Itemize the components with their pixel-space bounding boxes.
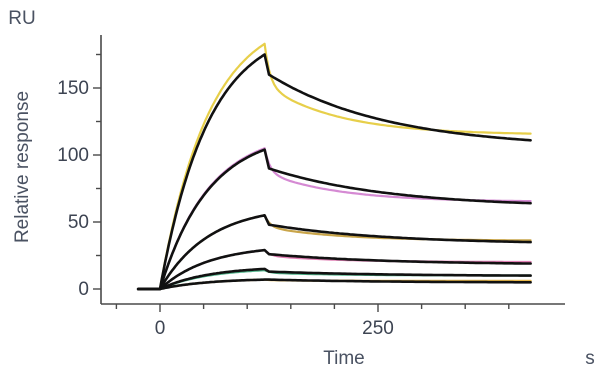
axis-ticks: 0 50 100 150 0 250 <box>57 53 510 339</box>
x-tick-label: 0 <box>155 318 166 339</box>
x-tick-label: 250 <box>362 318 394 339</box>
measured-series-2 <box>137 147 532 291</box>
y-tick-label: 50 <box>68 212 89 233</box>
y-tick-label: 100 <box>57 145 89 166</box>
measured-series-1 <box>137 42 532 291</box>
y-tick-label: 150 <box>57 78 89 99</box>
fit-curve-2 <box>136 148 532 291</box>
fit-curve-4 <box>136 248 532 291</box>
fit-layer <box>136 53 532 291</box>
fit-curve-5 <box>136 267 532 291</box>
fit-curve-6 <box>136 278 532 291</box>
fit-curve-3 <box>136 214 532 291</box>
x-unit-label: s <box>585 348 595 369</box>
y-tick-label: 0 <box>78 279 89 300</box>
x-axis-label: Time <box>323 348 365 369</box>
fit-curve-1 <box>136 53 532 291</box>
y-axis-label: Relative response <box>12 91 33 243</box>
y-unit-label: RU <box>8 8 35 29</box>
series-layer <box>137 42 532 291</box>
